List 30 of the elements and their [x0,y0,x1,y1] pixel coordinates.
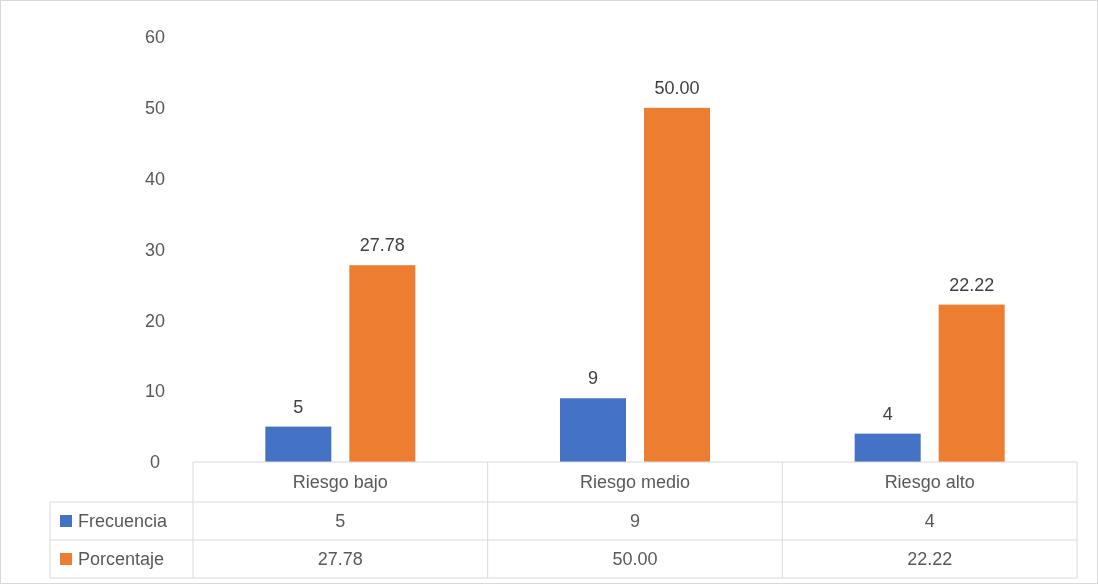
x-tick-label: Riesgo alto [884,472,975,493]
data-label: 9 [629,511,641,532]
legend-label: Porcentaje [78,549,165,570]
data-label: 27.78 [317,549,363,570]
bar [265,426,332,462]
y-tick-label: 0 [149,452,161,473]
x-tick-label: Riesgo medio [579,472,691,493]
data-label: 22.22 [907,549,953,570]
y-tick-label: 50 [144,98,166,119]
text: 4 [882,403,893,424]
bar [349,265,416,462]
y-tick-label: 20 [144,310,166,331]
data-label: 50.00 [612,549,658,570]
y-tick-label: 30 [144,239,166,260]
bar [560,398,626,462]
x-tick-label: Riesgo bajo [292,472,388,493]
y-tick-label: 40 [144,168,166,189]
y-tick-label: 60 [144,27,166,48]
text: 50.00 [654,77,700,98]
data-label: 4 [924,511,935,532]
data-label: 5 [335,511,346,532]
y-tick-label: 10 [144,381,166,402]
bar [644,107,710,462]
text: 9 [587,368,599,389]
text: 27.78 [359,235,405,256]
bar [854,433,921,462]
legend-label: Frecuencia [78,511,169,532]
bar [938,304,1005,462]
text: 22.22 [949,274,995,295]
text: 5 [293,396,304,417]
